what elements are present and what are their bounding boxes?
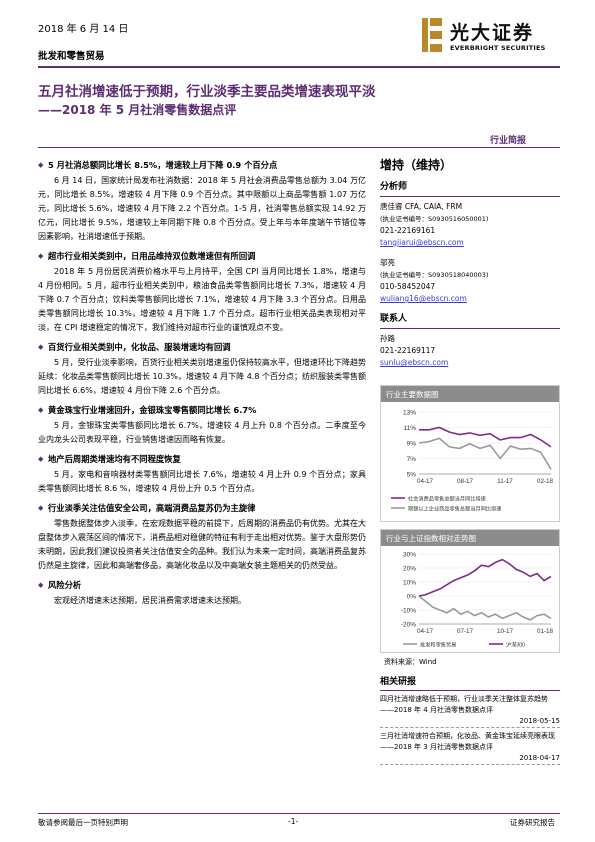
x-tick-label: 07-17 [457,628,474,635]
contact-email[interactable]: sunlu@ebscn.com [380,358,449,367]
section: 地产后周期类增速均有不同程度恢复 5 月，家电和音响器材类零售额同比增长 7.6… [38,452,366,496]
section-heading: 超市行业相关类别中，日用品维持双位数增速但有所回调 [38,249,366,263]
report-subtitle: ——2018 年 5 月社消零售数据点评 [38,103,237,117]
y-tick-label: 13% [403,410,416,417]
y-tick-label: -10% [401,608,416,615]
y-tick-label: 5% [407,472,417,479]
rating: 增持（维持） [380,158,453,172]
logo-mark-icon [422,18,442,52]
y-tick-label: 10% [403,580,416,587]
x-tick-label: 04-17 [417,628,434,635]
company-logo: 光大证券 EVERBRIGHT SECURITIES [420,14,560,64]
legend-label: 社会消费品零售总额当月同比增速 [408,495,486,503]
chart-plot: 30% 20% 10% 0% -10% -20%04-17 07-17 10-17 01-18 批… [401,552,554,649]
title-divider [38,147,560,148]
analyst-card: 邬亮 (执业证书编号：S0930518040003) 010-58452047 … [380,257,560,305]
y-tick-label: 11% [403,425,416,432]
section-paragraph: 零售数据整体步入淡季，在宏观数据平稳的前提下，后周期的消费品仍有优势。尤其在大盘… [38,519,366,570]
report-type: 行业简报 [490,136,527,146]
section-paragraph: 5 月，受行业淡季影响，百货行业相关类别增速虽仍保持较高水平，但增速环比下降趋势… [38,358,366,395]
analyst-heading: 分析师 [380,181,560,197]
y-tick-label: 0% [407,594,417,601]
industry-data-chart: 行业主要数据图 13% 11% 9% 7% 5% 04-17 08-17 11-17 02-18… [380,385,560,522]
relative-performance-chart: 行业与上证指数相对走势图 30% 20% 10% 0% -10% -20% 04-17 07-… [380,529,560,653]
logo-text-cn: 光大证券 [450,22,535,44]
related-date: 2018-05-15 [380,716,560,728]
related-reports: 相关研报 四月社消增速略低于预期，行业淡季关注整体复苏趋势——2018 年 4 … [380,677,560,768]
section-paragraph: 宏观经济增速未达预期，居民消费需求增速未达预期。 [54,596,246,605]
legend-label: 沪深300 [506,641,525,649]
legend-label: 批发和零售贸易 [420,641,456,649]
related-item[interactable]: 四月社消增速略低于预期，行业淡季关注整体复苏趋势——2018 年 4 月社消零售… [380,694,560,728]
report-date: 2018 年 6 月 14 日 [38,24,129,35]
y-tick-label: -20% [401,622,416,629]
x-tick-label: 10-17 [497,628,514,635]
section-paragraph: 5 月，家电和音响器材类零售额同比增长 7.6%，增速较 4 月上升 0.9 个… [38,470,366,493]
section: 5 月社消总额同比增长 8.5%，增速较上月下降 0.9 个百分点 6 月 14… [38,158,366,244]
x-tick-label: 02-18 [537,478,554,485]
section-heading: 地产后周期类增速均有不同程度恢复 [38,452,366,466]
analyst-cert: (执业证书编号：S0930516050001) [380,215,489,223]
analyst-cert: (执业证书编号：S0930518040003) [380,271,489,279]
section-heading: 5 月社消总额同比增长 8.5%，增速较上月下降 0.9 个百分点 [38,158,366,172]
y-tick-label: 9% [407,441,417,448]
section-paragraph: 6 月 14 日，国家统计局发布社消数据：2018 年 5 月社会消费品零售总额… [38,176,366,241]
section: 超市行业相关类别中，日用品维持双位数增速但有所回调 2018 年 5 月份居民消… [38,249,366,335]
logo-text-en: EVERBRIGHT SECURITIES [450,44,546,52]
series-line [418,595,552,621]
section-heading: 风险分析 [38,578,366,592]
analyst-phone: 021-22169161 [380,226,436,235]
sidebar: 增持（维持） 分析师 唐佳睿 CFA, CAIA, FRM (执业证书编号：S0… [380,153,560,369]
section-paragraph: 2018 年 5 月份居民消费价格水平与上月持平，全国 CPI 当月同比增长 1… [38,267,366,332]
contact-name: 孙路 [380,334,395,343]
x-tick-label: 11-17 [497,478,513,485]
section: 黄金珠宝行业增速回升，金银珠宝零售额同比增长 6.7% 5 月，金银珠宝类零售额… [38,403,366,447]
contact-heading: 联系人 [380,313,560,329]
section-heading: 行业淡季关注估值安全公司，高端消费品复苏仍为主旋律 [38,501,366,515]
analyst-card: 唐佳睿 CFA, CAIA, FRM (执业证书编号：S093051605000… [380,201,560,249]
header-divider [38,66,560,68]
section-paragraph: 5 月，金银珠宝类零售额同比增长 6.7%，增速较 4 月上升 0.8 个百分点… [38,421,366,444]
section: 行业淡季关注估值安全公司，高端消费品复苏仍为主旋律 零售数据整体步入淡季，在宏观… [38,501,366,573]
related-item[interactable]: 三月社消增速符合预期，化妆品、黄金珠宝延续亮眼表现——2018 年 3 月社消零… [380,731,560,765]
footer-label: 证券研究报告 [510,818,555,827]
series-line [418,558,552,597]
related-title[interactable]: 四月社消增速略低于预期，行业淡季关注整体复苏趋势——2018 年 4 月社消零售… [380,695,548,714]
x-tick-label: 01-18 [537,628,554,635]
chart-title: 行业与上证指数相对走势图 [381,530,559,546]
analyst-email[interactable]: wuliang16@ebscn.com [380,294,467,303]
footer-disclaimer: 敬请参阅最后一页特别声明 [38,818,128,827]
chart-title: 行业主要数据图 [381,386,559,402]
section-heading: 黄金珠宝行业增速回升，金银珠宝零售额同比增长 6.7% [38,403,366,417]
related-title[interactable]: 三月社消增速符合预期，化妆品、黄金珠宝延续亮眼表现——2018 年 3 月社消零… [380,732,555,751]
legend-label: 限额以上企业商品零售总额当月同比增速 [408,505,501,513]
related-date: 2018-04-17 [380,753,560,765]
related-heading: 相关研报 [380,677,560,691]
analyst-phone: 010-58452047 [380,282,436,291]
section: 百货行业相关类别中，化妆品、服装增速均有回调 5 月，受行业淡季影响，百货行业相… [38,340,366,398]
report-title: 五月社消增速低于预期，行业淡季主要品类增速表现平淡 [38,84,376,100]
chart-source: 资料来源：Wind [384,658,437,666]
footer-divider [38,813,560,814]
sector-label: 批发和零售贸易 [38,51,105,62]
analyst-email[interactable]: tangjiarui@ebscn.com [380,238,464,247]
y-tick-label: 7% [407,456,417,463]
series-line [418,437,552,470]
series-line [419,426,552,448]
y-tick-label: 30% [403,552,416,559]
section-heading: 百货行业相关类别中，化妆品、服装增速均有回调 [38,340,366,354]
contact-phone: 021-22169117 [380,346,436,355]
page-number: -1- [288,817,299,826]
main-body: 5 月社消总额同比增长 8.5%，增速较上月下降 0.9 个百分点 6 月 14… [38,153,366,610]
x-tick-label: 04-17 [417,478,434,485]
x-tick-label: 08-17 [457,478,474,485]
analyst-name: 唐佳睿 CFA, CAIA, FRM [380,202,463,211]
chart-plot: 13% 11% 9% 7% 5%04-17 08-17 11-17 02-18 社会消费品零售总… [391,410,554,513]
y-tick-label: 20% [403,566,416,573]
analyst-name: 邬亮 [380,258,395,267]
section: 风险分析 宏观经济增速未达预期，居民消费需求增速未达预期。 [38,578,366,608]
